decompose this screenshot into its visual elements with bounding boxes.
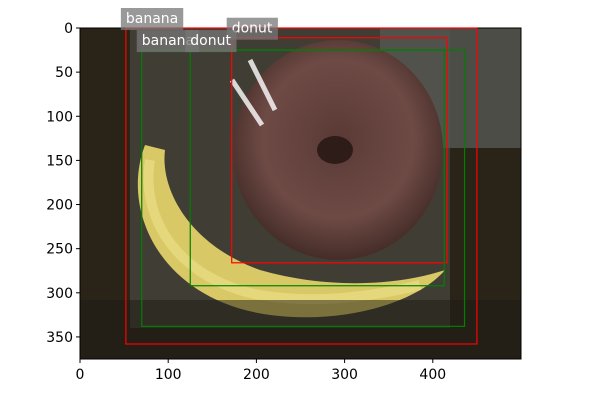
- y-tick-label: 150: [46, 153, 73, 169]
- x-tick-label: 300: [331, 367, 358, 383]
- photo: [80, 28, 521, 359]
- x-tick-label: 400: [419, 367, 446, 383]
- y-tick-label: 100: [46, 109, 73, 125]
- box-label: donut: [232, 21, 273, 37]
- y-tick-label: 200: [46, 198, 73, 214]
- bounding-box: [231, 37, 448, 264]
- x-tick-label: 200: [243, 367, 270, 383]
- y-tick-label: 300: [46, 286, 73, 302]
- label-background: [120, 8, 184, 30]
- bounding-box: [189, 49, 445, 287]
- box-label: banana: [126, 11, 178, 27]
- x-tick-label: 100: [155, 367, 182, 383]
- y-tick-label: 250: [46, 242, 73, 258]
- x-tick-label: 0: [76, 367, 85, 383]
- y-tick-label: 0: [64, 21, 73, 37]
- label-background: [136, 30, 200, 53]
- label-background: [226, 17, 278, 40]
- y-tick-label: 350: [46, 330, 73, 346]
- y-tick-label: 50: [55, 65, 73, 81]
- bounding-box: [125, 27, 478, 345]
- annotations: 0 100 200 300 400 0 50 100 150 200 250 300 350 banana…: [46, 8, 478, 383]
- label-background: [185, 30, 237, 53]
- box-label: banana: [142, 33, 194, 49]
- box-label: donut: [190, 33, 231, 49]
